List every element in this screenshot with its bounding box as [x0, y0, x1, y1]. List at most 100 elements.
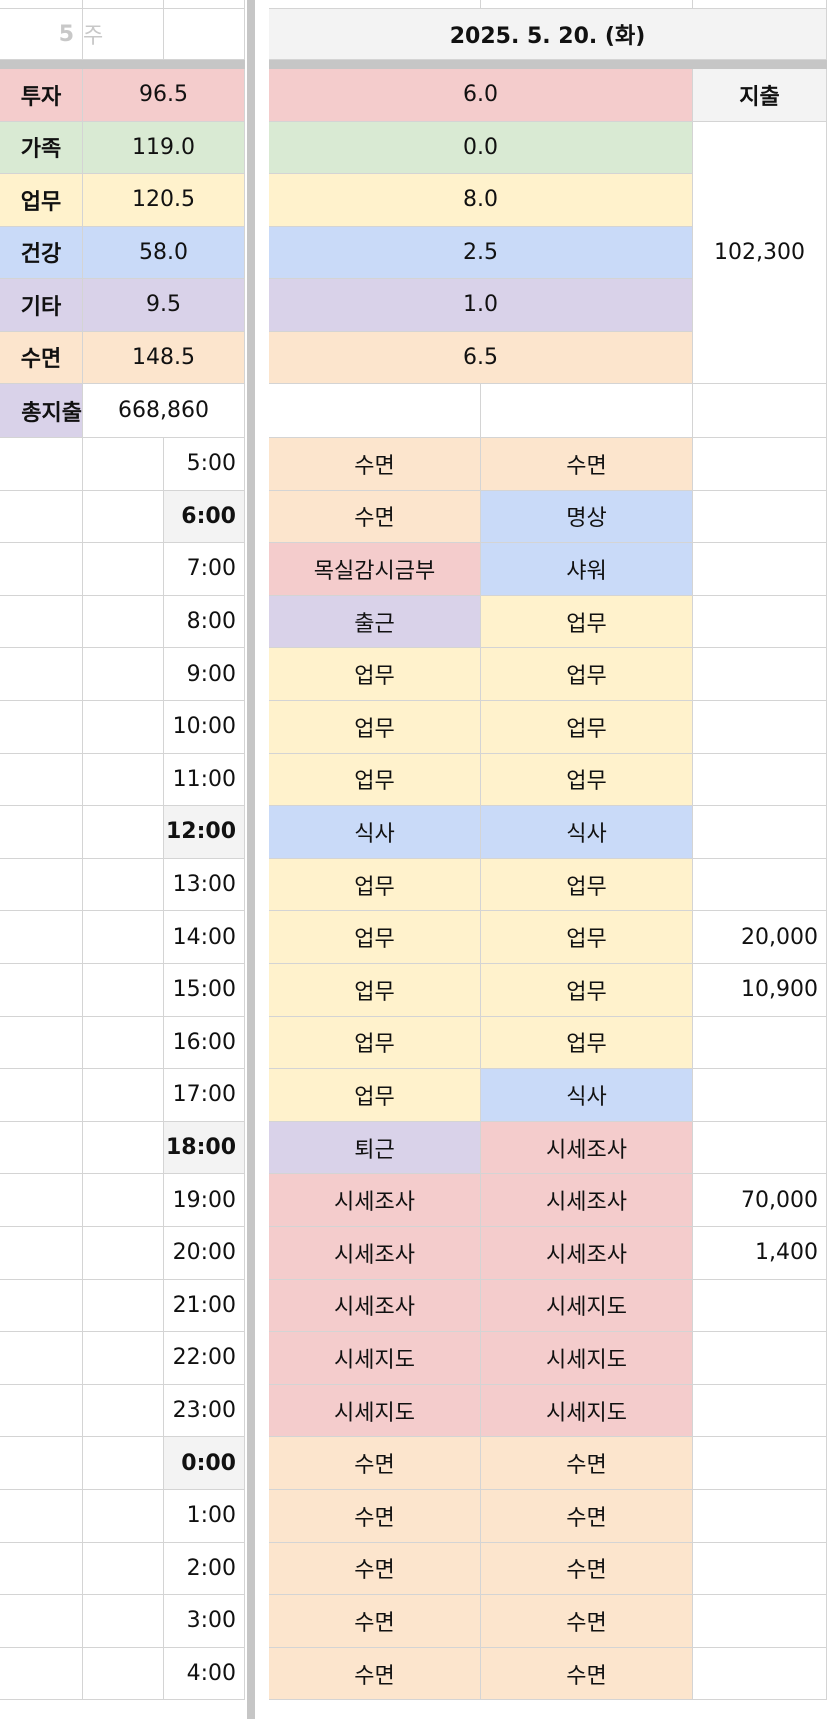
cell[interactable]	[83, 438, 164, 491]
cell[interactable]	[269, 0, 481, 9]
activity-cell-first-half[interactable]: 수면	[269, 1595, 481, 1648]
expense-cell[interactable]	[693, 1490, 827, 1543]
frozen-row-divider[interactable]	[0, 60, 827, 69]
time-cell[interactable]: 12:00	[164, 806, 245, 859]
cell[interactable]	[83, 701, 164, 754]
time-cell[interactable]: 14:00	[164, 911, 245, 964]
activity-cell-first-half[interactable]: 업무	[269, 1069, 481, 1122]
cell[interactable]	[0, 1121, 83, 1175]
category-label[interactable]: 업무	[0, 174, 83, 227]
expense-cell[interactable]	[693, 1279, 827, 1333]
cell[interactable]	[164, 0, 245, 9]
activity-cell-first-half[interactable]: 업무	[269, 753, 481, 807]
time-cell[interactable]: 22:00	[164, 1332, 245, 1385]
cell[interactable]	[83, 1647, 164, 1701]
time-cell[interactable]: 0:00	[164, 1437, 245, 1490]
expense-cell[interactable]	[693, 1595, 827, 1648]
time-cell[interactable]: 8:00	[164, 595, 245, 649]
cell[interactable]	[0, 490, 83, 544]
day-total-cell[interactable]: 6.5	[269, 331, 693, 384]
cell[interactable]	[83, 1490, 164, 1543]
expense-cell[interactable]	[693, 490, 827, 544]
activity-cell-second-half[interactable]: 업무	[481, 858, 693, 912]
activity-cell-first-half[interactable]: 시세지도	[269, 1384, 481, 1438]
activity-cell-second-half[interactable]: 시세지도	[481, 1384, 693, 1438]
activity-cell-first-half[interactable]: 수면	[269, 1490, 481, 1543]
activity-cell-second-half[interactable]: 업무	[481, 911, 693, 964]
category-label[interactable]: 투자	[0, 69, 83, 122]
expense-cell[interactable]	[693, 753, 827, 807]
expense-cell[interactable]	[693, 1384, 827, 1438]
cell[interactable]	[0, 0, 83, 9]
week-label-cell[interactable]: 주	[83, 9, 164, 60]
cell[interactable]	[83, 964, 164, 1017]
activity-cell-first-half[interactable]: 수면	[269, 1647, 481, 1701]
activity-cell-second-half[interactable]: 샤워	[481, 543, 693, 596]
cell[interactable]	[83, 1437, 164, 1490]
time-cell[interactable]: 4:00	[164, 1647, 245, 1701]
cell[interactable]	[693, 0, 827, 9]
activity-cell-second-half[interactable]: 시세조사	[481, 1174, 693, 1227]
cell[interactable]	[0, 753, 83, 807]
day-total-cell[interactable]: 6.0	[269, 69, 693, 122]
expense-cell[interactable]	[693, 1121, 827, 1175]
cell[interactable]	[83, 1227, 164, 1280]
week-total-cell[interactable]: 119.0	[83, 121, 245, 174]
time-cell[interactable]: 21:00	[164, 1279, 245, 1333]
cell[interactable]	[83, 1595, 164, 1648]
cell[interactable]	[83, 1174, 164, 1227]
cell[interactable]	[0, 1016, 83, 1070]
cell[interactable]	[0, 701, 83, 754]
day-total-cell[interactable]: 1.0	[269, 279, 693, 332]
cell[interactable]	[0, 438, 83, 491]
activity-cell-second-half[interactable]: 식사	[481, 1069, 693, 1122]
activity-cell-second-half[interactable]: 업무	[481, 595, 693, 649]
total-expense-value[interactable]: 668,860	[83, 384, 245, 438]
expense-cell[interactable]	[693, 1542, 827, 1596]
week-total-cell[interactable]: 58.0	[83, 226, 245, 279]
week-total-cell[interactable]: 96.5	[83, 69, 245, 122]
category-label[interactable]: 기타	[0, 279, 83, 332]
cell[interactable]	[0, 648, 83, 701]
time-cell[interactable]: 3:00	[164, 1595, 245, 1648]
cell[interactable]	[83, 806, 164, 859]
cell[interactable]	[0, 858, 83, 912]
frozen-column-divider[interactable]	[245, 0, 269, 1719]
activity-cell-first-half[interactable]: 수면	[269, 1437, 481, 1490]
activity-cell-first-half[interactable]: 업무	[269, 648, 481, 701]
activity-cell-first-half[interactable]: 목실감시금부	[269, 543, 481, 596]
cell[interactable]	[0, 543, 83, 596]
activity-cell-first-half[interactable]: 업무	[269, 911, 481, 964]
activity-cell-first-half[interactable]: 업무	[269, 964, 481, 1017]
cell[interactable]	[83, 490, 164, 544]
cell[interactable]	[0, 1384, 83, 1438]
expense-cell[interactable]: 20,000	[693, 911, 827, 964]
day-total-cell[interactable]: 2.5	[269, 226, 693, 279]
activity-cell-first-half[interactable]: 수면	[269, 438, 481, 491]
expense-cell[interactable]	[693, 1437, 827, 1490]
cell[interactable]	[83, 595, 164, 649]
activity-cell-second-half[interactable]: 수면	[481, 1595, 693, 1648]
activity-cell-first-half[interactable]: 시세조사	[269, 1174, 481, 1227]
activity-cell-second-half[interactable]: 업무	[481, 753, 693, 807]
category-label[interactable]: 가족	[0, 121, 83, 174]
activity-cell-first-half[interactable]: 식사	[269, 806, 481, 859]
time-cell[interactable]: 6:00	[164, 490, 245, 544]
expense-cell[interactable]	[693, 858, 827, 912]
time-cell[interactable]: 23:00	[164, 1384, 245, 1438]
activity-cell-second-half[interactable]: 식사	[481, 806, 693, 859]
activity-cell-second-half[interactable]: 수면	[481, 1437, 693, 1490]
cell[interactable]	[83, 0, 164, 9]
cell[interactable]	[0, 1595, 83, 1648]
activity-cell-second-half[interactable]: 업무	[481, 701, 693, 754]
cell[interactable]	[0, 911, 83, 964]
cell[interactable]	[0, 1174, 83, 1227]
cell[interactable]	[83, 1069, 164, 1122]
cell[interactable]	[83, 648, 164, 701]
activity-cell-first-half[interactable]: 시세지도	[269, 1332, 481, 1385]
cell[interactable]	[83, 1384, 164, 1438]
cell[interactable]	[83, 753, 164, 807]
expense-cell[interactable]	[693, 1016, 827, 1070]
cell[interactable]	[0, 964, 83, 1017]
time-cell[interactable]: 11:00	[164, 753, 245, 807]
